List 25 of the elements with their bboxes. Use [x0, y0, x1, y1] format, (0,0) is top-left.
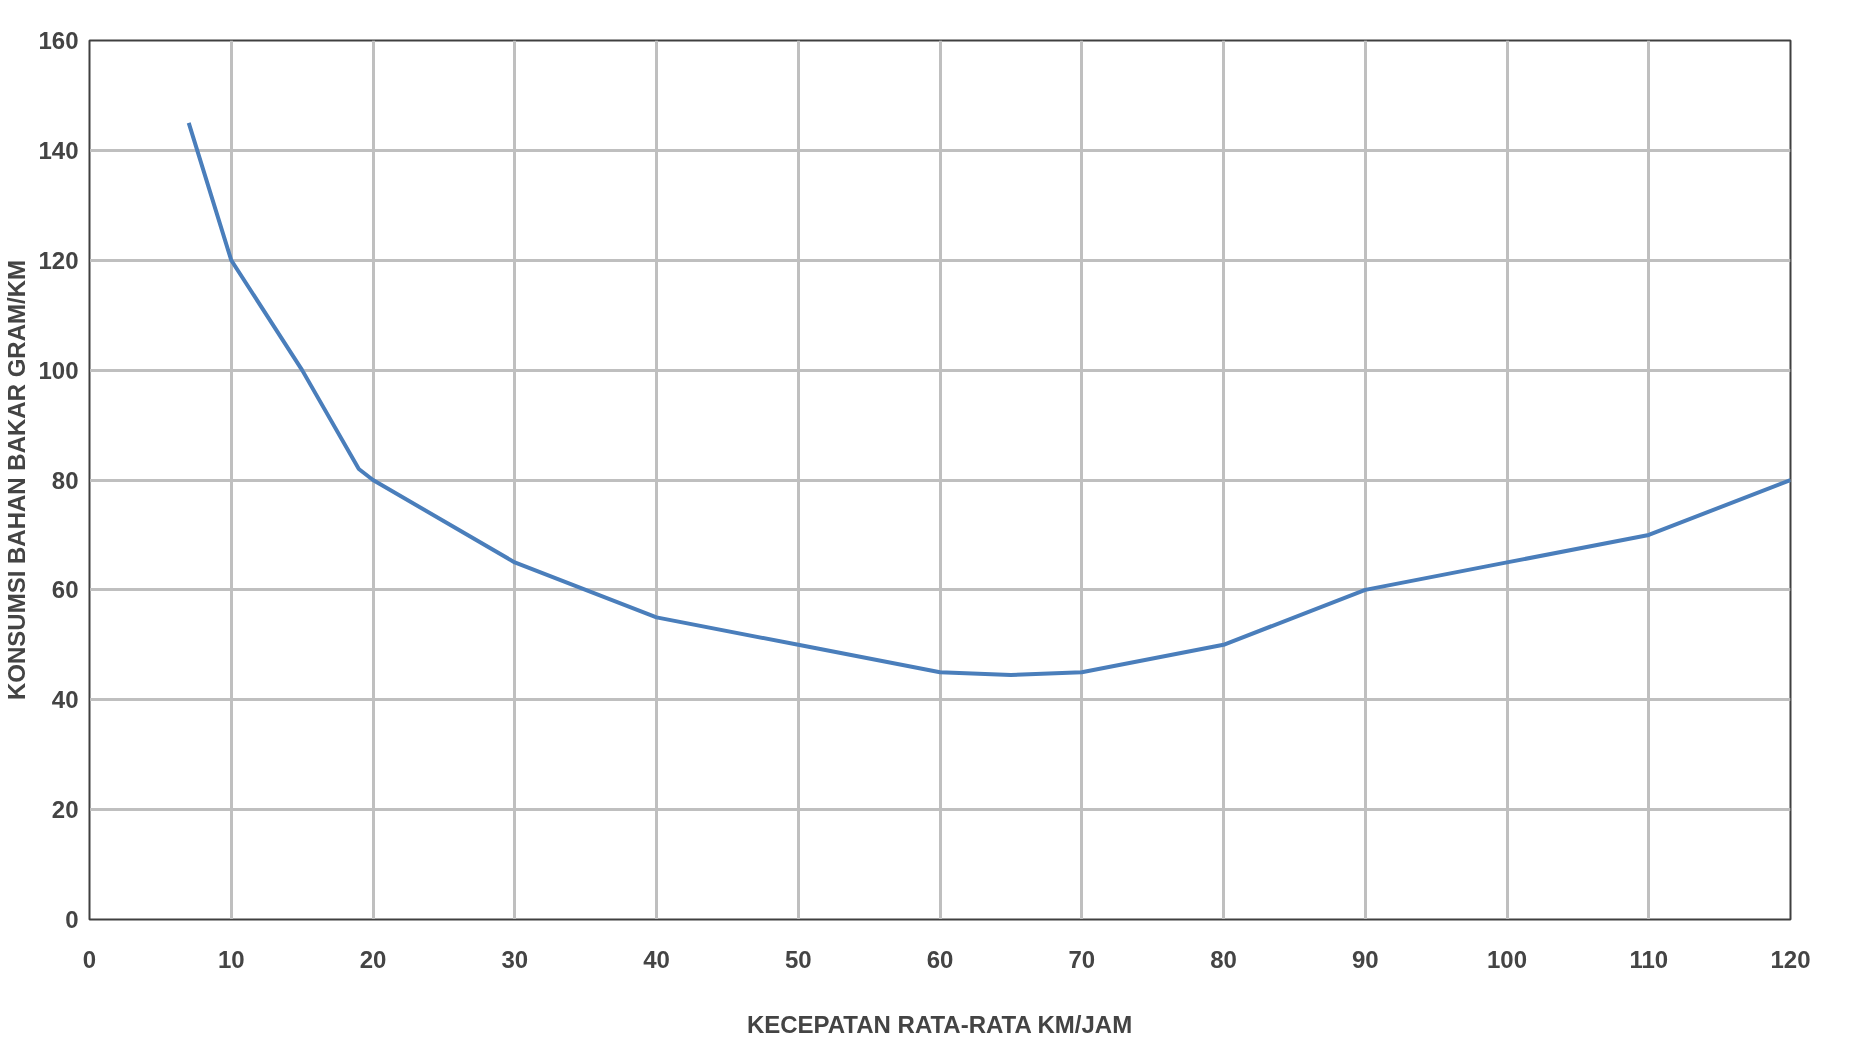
y-tick-label: 140	[38, 136, 79, 164]
x-tick-label: 10	[217, 945, 245, 973]
x-tick-label: 120	[1770, 945, 1811, 973]
x-tick-label: 60	[926, 945, 954, 973]
x-tick-label: 50	[784, 945, 812, 973]
line-series	[186, 120, 1791, 678]
x-tick-label: 0	[82, 945, 97, 973]
y-tick-label: 40	[51, 686, 79, 714]
y-tick-label: 80	[51, 466, 79, 494]
y-tick-label: 160	[38, 27, 79, 54]
y-tick-label: 0	[65, 906, 79, 933]
x-tick-label: 100	[1486, 945, 1528, 973]
x-axis-title: KECEPATAN RATA-RATA KM/JAM	[746, 1010, 1133, 1038]
y-tick-label: 100	[38, 356, 79, 384]
x-tick-label: 110	[1629, 945, 1669, 973]
x-tick-label: 30	[501, 945, 529, 973]
y-tick-label: 120	[38, 246, 79, 274]
x-tick-label: 70	[1068, 945, 1096, 973]
y-tick-label: 60	[51, 576, 79, 604]
x-tick-label: 20	[359, 945, 387, 973]
y-tick-label: 20	[51, 796, 79, 824]
x-tick-label: 40	[643, 945, 670, 973]
x-tick-label: 80	[1210, 945, 1237, 973]
x-tick-label: 90	[1351, 945, 1379, 973]
y-axis-title: KONSUMSI BAHAN BAKAR GRAM/KM	[3, 260, 31, 700]
